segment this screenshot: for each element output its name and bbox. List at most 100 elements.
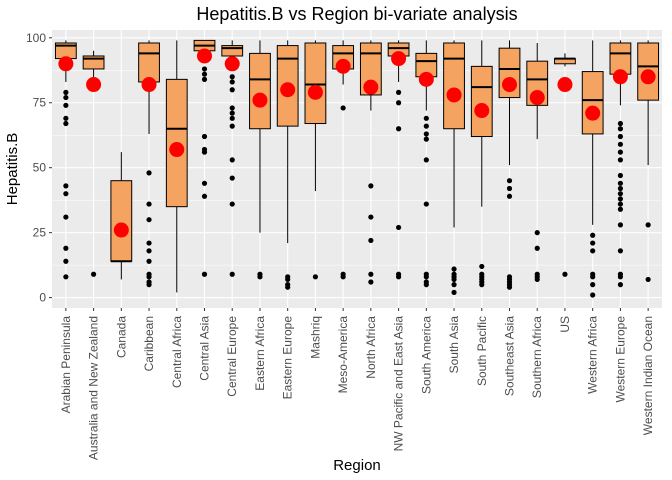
- mean-point: [391, 51, 407, 67]
- y-tick-label: 0: [39, 291, 46, 305]
- outlier-point: [590, 282, 596, 288]
- outlier-point: [617, 201, 624, 207]
- outlier-point: [229, 74, 235, 80]
- outlier-point: [423, 131, 429, 137]
- mean-point: [252, 92, 268, 108]
- mean-point: [113, 222, 129, 238]
- chart-title: Hepatitis.B vs Region bi-variate analysi…: [196, 4, 517, 24]
- x-tick-label: Canada: [114, 316, 128, 358]
- x-tick-label: Caribbean: [142, 316, 156, 371]
- outlier-point: [229, 110, 235, 116]
- outlier-point: [229, 157, 235, 163]
- x-tick-label: South Asia: [447, 316, 461, 374]
- outlier-point: [423, 282, 429, 288]
- outlier-point: [63, 89, 69, 95]
- x-tick-label: Southeast Asia: [503, 316, 517, 396]
- outlier-point: [63, 94, 69, 101]
- outlier-point: [451, 282, 457, 288]
- outlier-point: [395, 274, 402, 280]
- box-iqr: [110, 180, 133, 262]
- box-iqr: [470, 65, 493, 138]
- x-tick-label: Southern Africa: [530, 316, 544, 398]
- outlier-point: [451, 276, 457, 283]
- outlier-point: [368, 271, 374, 277]
- outlier-point: [340, 105, 346, 111]
- y-tick-label: 75: [33, 96, 47, 110]
- box-iqr: [249, 52, 271, 130]
- outlier-point: [63, 102, 69, 108]
- x-tick-label: Western Europe: [613, 316, 627, 403]
- outlier-point: [63, 191, 69, 197]
- mean-point: [502, 77, 517, 93]
- outlier-point: [340, 274, 346, 280]
- outlier-point: [617, 185, 624, 192]
- outlier-point: [617, 120, 624, 127]
- x-tick-label: Arabian Peninsula: [59, 316, 73, 414]
- outlier-point: [479, 263, 485, 270]
- outlier-point: [506, 178, 513, 184]
- x-tick-label: Mashriq: [308, 316, 322, 359]
- outlier-point: [63, 120, 69, 127]
- outlier-point: [562, 271, 568, 277]
- mean-point: [557, 77, 573, 93]
- outlier-point: [617, 133, 624, 140]
- x-tick-label: Meso-America: [336, 316, 350, 394]
- mean-point: [86, 77, 102, 93]
- mean-point: [169, 142, 185, 158]
- outlier-point: [534, 245, 540, 251]
- mean-point: [58, 56, 74, 72]
- outlier-point: [229, 79, 235, 85]
- outlier-point: [617, 149, 624, 155]
- outlier-point: [146, 201, 152, 207]
- outlier-point: [395, 100, 402, 106]
- outlier-point: [534, 276, 540, 283]
- outlier-point: [285, 276, 291, 283]
- outlier-point: [146, 258, 152, 264]
- outlier-point: [146, 217, 152, 223]
- outlier-point: [395, 224, 402, 231]
- outlier-point: [423, 115, 429, 121]
- outlier-point: [63, 214, 69, 220]
- box-iqr: [443, 42, 465, 130]
- outlier-point: [201, 66, 208, 72]
- outlier-point: [368, 183, 374, 189]
- outlier-point: [617, 274, 624, 280]
- mean-point: [640, 69, 656, 85]
- outlier-point: [423, 274, 429, 280]
- outlier-point: [645, 222, 651, 228]
- outlier-point: [285, 284, 291, 290]
- mean-point: [529, 90, 545, 106]
- outlier-point: [590, 240, 596, 246]
- outlier-point: [201, 271, 208, 277]
- x-axis-title: Region: [333, 457, 381, 474]
- outlier-point: [451, 266, 457, 272]
- outlier-point: [617, 191, 624, 197]
- outlier-point: [63, 258, 69, 264]
- outlier-point: [423, 123, 429, 129]
- outlier-point: [617, 180, 624, 186]
- outlier-point: [229, 105, 235, 111]
- outlier-point: [201, 180, 208, 186]
- outlier-point: [506, 193, 513, 199]
- mean-point: [474, 103, 490, 119]
- outlier-point: [90, 271, 97, 277]
- outlier-point: [590, 292, 596, 298]
- outlier-point: [395, 89, 402, 95]
- outlier-point: [617, 206, 624, 212]
- outlier-point: [423, 201, 429, 207]
- outlier-point: [617, 222, 624, 228]
- outlier-point: [506, 185, 513, 192]
- box-iqr: [138, 42, 160, 83]
- outlier-point: [451, 289, 457, 296]
- x-tick-label: Central Asia: [198, 316, 212, 381]
- mean-point: [224, 56, 240, 72]
- outlier-point: [229, 123, 235, 129]
- mean-point: [197, 48, 212, 64]
- mean-point: [612, 69, 628, 85]
- outlier-point: [590, 232, 596, 238]
- mean-point: [446, 87, 462, 103]
- box-iqr: [221, 45, 244, 57]
- outlier-point: [645, 276, 651, 283]
- mean-point: [418, 71, 434, 87]
